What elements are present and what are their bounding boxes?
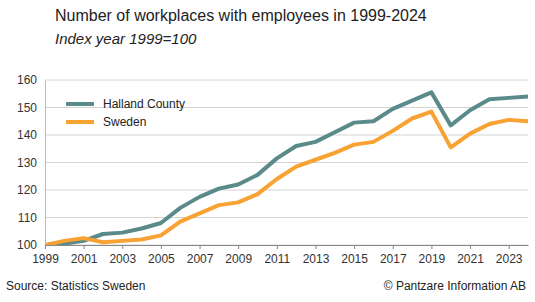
title: Number of workplaces with employees in 1… bbox=[55, 7, 427, 24]
x-tick: 2007 bbox=[187, 245, 214, 266]
x-tick: 2019 bbox=[419, 245, 446, 266]
x-tick-label: 2019 bbox=[419, 252, 446, 266]
x-tick-label: 2015 bbox=[341, 252, 368, 266]
series-line bbox=[45, 92, 528, 245]
y-tick-label: 110 bbox=[18, 211, 37, 225]
x-tick-mark bbox=[122, 245, 123, 249]
grid-line bbox=[45, 217, 528, 218]
x-tick-mark bbox=[84, 245, 85, 249]
legend-swatch bbox=[66, 120, 94, 124]
x-tick-label: 2003 bbox=[109, 252, 136, 266]
x-tick: 2009 bbox=[225, 245, 252, 266]
y-tick-label: 160 bbox=[17, 73, 37, 87]
y-tick-label: 120 bbox=[17, 183, 37, 197]
chart: Number of workplaces with employees in 1… bbox=[0, 0, 535, 302]
x-tick-label: 2021 bbox=[457, 252, 484, 266]
grid-line bbox=[45, 245, 528, 246]
x-tick-label: 2009 bbox=[225, 252, 252, 266]
x-tick: 2015 bbox=[341, 245, 368, 266]
x-tick: 2021 bbox=[457, 245, 484, 266]
x-tick-label: 2013 bbox=[303, 252, 330, 266]
x-tick: 2017 bbox=[380, 245, 407, 266]
y-axis: 100 110 120 130 140 150 160 bbox=[17, 73, 46, 252]
grid-line bbox=[45, 162, 528, 163]
x-tick-label: 2005 bbox=[148, 252, 175, 266]
legend: Halland County Sweden bbox=[66, 97, 185, 129]
x-tick: 2023 bbox=[496, 245, 523, 266]
series-line bbox=[45, 112, 528, 245]
legend-swatch bbox=[66, 102, 94, 106]
subtitle: Index year 1999=100 bbox=[55, 30, 197, 47]
x-tick-mark bbox=[470, 245, 471, 249]
copyright: © Pantzare Information AB bbox=[384, 279, 526, 293]
y-tick: 130 bbox=[17, 156, 45, 170]
y-tick-label: 130 bbox=[17, 156, 37, 170]
x-tick-mark bbox=[315, 245, 316, 249]
x-tick-label: 1999 bbox=[32, 252, 59, 266]
x-tick-mark bbox=[354, 245, 355, 249]
legend-label: Halland County bbox=[103, 97, 185, 111]
x-tick-mark bbox=[200, 245, 201, 249]
x-tick-label: 2011 bbox=[264, 252, 290, 266]
grid-line bbox=[45, 80, 528, 81]
x-tick: 2003 bbox=[109, 245, 136, 266]
x-tick: 2005 bbox=[148, 245, 175, 266]
x-axis: 1999 2001 2003 2005 2007 2009 2011 2013 2015 2017… bbox=[32, 245, 528, 266]
y-tick-label: 150 bbox=[17, 101, 37, 115]
y-tick-label: 100 bbox=[17, 238, 37, 252]
x-tick: 2013 bbox=[303, 245, 330, 266]
x-tick: 2001 bbox=[71, 245, 98, 266]
y-tick: 150 bbox=[17, 101, 45, 115]
grid bbox=[45, 80, 528, 245]
source: Source: Statistics Sweden bbox=[6, 279, 145, 293]
x-tick-label: 2017 bbox=[380, 252, 407, 266]
x-tick: 2011 bbox=[264, 245, 290, 266]
y-tick: 110 bbox=[18, 211, 45, 225]
legend-label: Sweden bbox=[103, 115, 146, 129]
y-tick: 140 bbox=[17, 128, 45, 142]
x-tick-mark bbox=[161, 245, 162, 249]
x-tick-mark bbox=[431, 245, 432, 249]
grid-line bbox=[45, 135, 528, 136]
x-tick-label: 2001 bbox=[71, 252, 98, 266]
y-axis-line bbox=[45, 81, 46, 246]
x-tick-mark bbox=[393, 245, 394, 249]
y-tick: 100 bbox=[17, 238, 45, 252]
x-tick-mark bbox=[238, 245, 239, 249]
grid-line bbox=[45, 190, 528, 191]
x-tick-label: 2007 bbox=[187, 252, 214, 266]
x-tick-mark bbox=[45, 245, 46, 249]
y-tick: 120 bbox=[17, 183, 45, 197]
x-tick-mark bbox=[277, 245, 278, 249]
lines bbox=[45, 92, 528, 245]
y-tick-label: 140 bbox=[17, 128, 37, 142]
x-tick-label: 2023 bbox=[496, 252, 523, 266]
y-tick: 160 bbox=[17, 73, 45, 87]
x-tick: 1999 bbox=[32, 245, 59, 266]
x-tick-mark bbox=[509, 245, 510, 249]
x-axis-line bbox=[46, 245, 529, 246]
